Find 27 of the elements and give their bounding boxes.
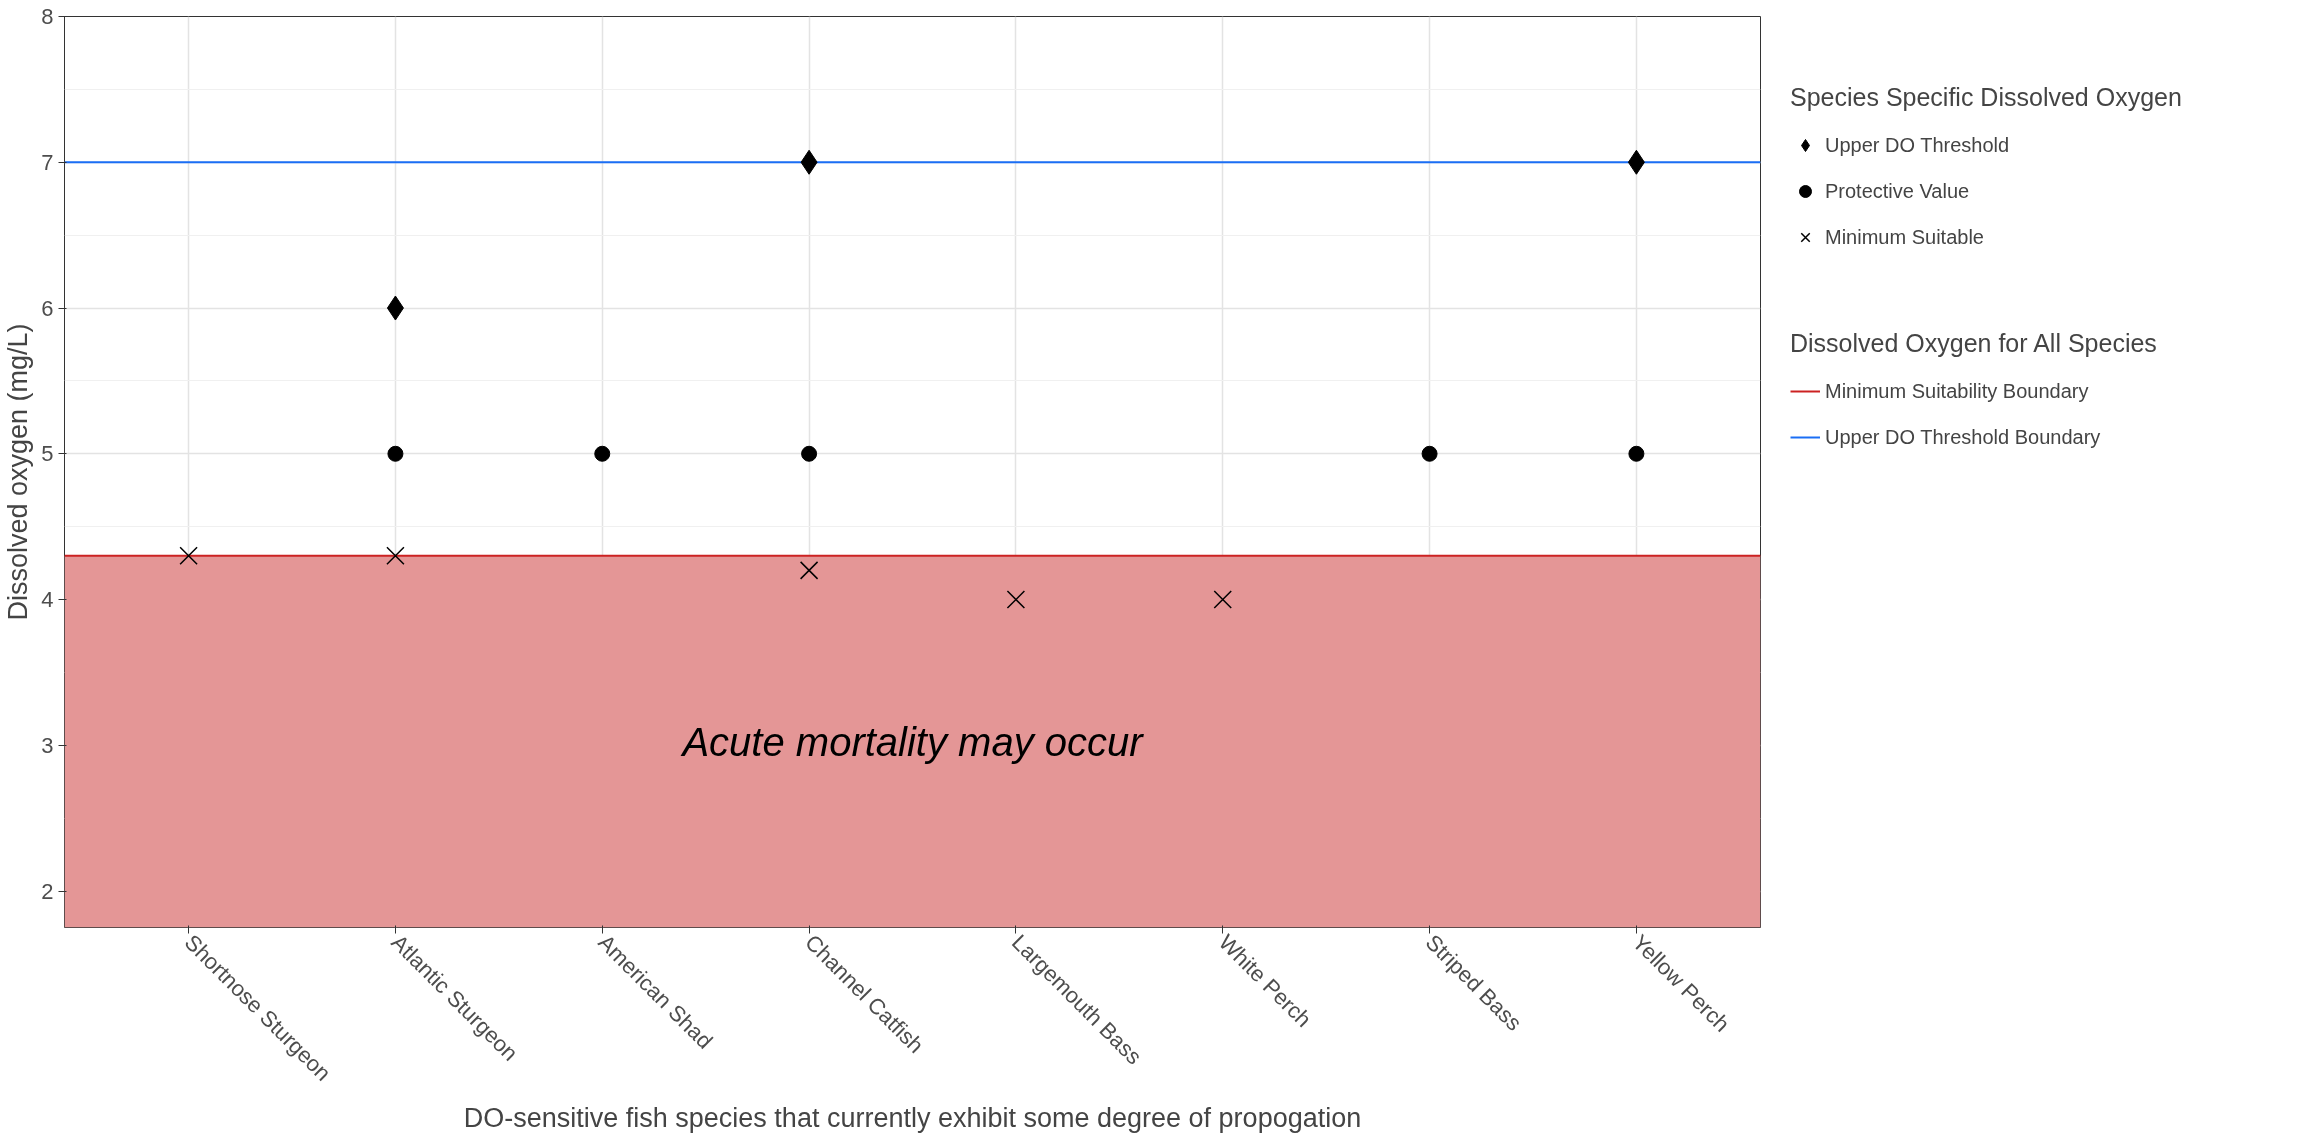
legend-label: Minimum Suitable — [1825, 225, 1984, 249]
point — [1006, 590, 1026, 609]
y-axis-title: Dissolved oxygen (mg/L) — [3, 323, 34, 621]
point — [1213, 590, 1232, 609]
y-tick-label: 6 — [41, 295, 54, 321]
legend-label: Upper DO Threshold Boundary — [1825, 425, 2101, 449]
legend-label: Upper DO Threshold — [1825, 133, 2010, 157]
text: Dissolved Oxygen for All Species — [1790, 329, 2157, 358]
band-label: Acute mortality may occur — [680, 719, 1145, 764]
point — [799, 561, 819, 580]
y-tick-label: 2 — [41, 878, 54, 904]
point — [179, 546, 198, 566]
y-tick-label: 5 — [41, 441, 54, 467]
x-axis-title: DO-sensitive fish species that currently exhibit some degree of propogation — [463, 1102, 1362, 1133]
point — [1421, 445, 1438, 462]
legend-label: Minimum Suitability Boundary — [1825, 379, 2089, 403]
point — [387, 445, 404, 462]
legend-label: Protective Value — [1825, 179, 1970, 203]
y-tick-label: 8 — [41, 4, 54, 29]
y-tick-label: 7 — [41, 149, 54, 175]
y-tick-label: 3 — [41, 732, 54, 758]
point — [386, 546, 405, 566]
point — [594, 445, 611, 462]
legend-title: Species Specific Dissolved Oxygen — [1790, 83, 2182, 112]
y-tick-label: 4 — [41, 587, 54, 613]
point — [1628, 445, 1645, 462]
point — [801, 445, 818, 462]
